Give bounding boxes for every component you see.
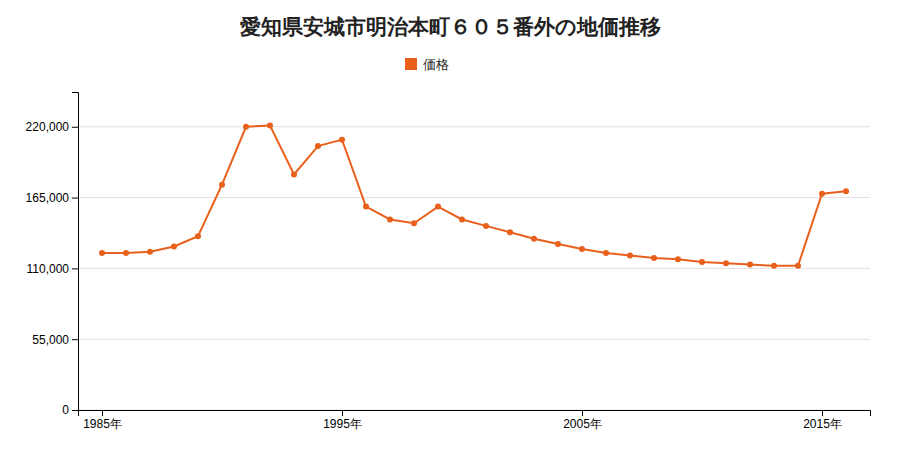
- point: [507, 229, 513, 235]
- point: [315, 143, 321, 149]
- x-tick-mark: [102, 410, 103, 416]
- point: [747, 262, 753, 268]
- grid: [78, 127, 870, 410]
- title: 愛知県安城市明治本町６０５番外の地価推移: [240, 15, 661, 39]
- y-tick-mark: [72, 198, 78, 199]
- point: [267, 122, 273, 128]
- y-tick-mark: [72, 339, 78, 340]
- x-tick-label: 2005年: [563, 417, 602, 431]
- point: [651, 255, 657, 261]
- point: [147, 249, 153, 255]
- line: [102, 125, 846, 265]
- point: [171, 243, 177, 249]
- grid-line: [78, 268, 870, 269]
- y-tick-label: 165,000: [26, 191, 70, 205]
- x-tick-mark: [342, 410, 343, 416]
- point: [195, 233, 201, 239]
- point: [291, 171, 297, 177]
- y-tick: 220,000: [26, 120, 78, 134]
- point: [531, 236, 537, 242]
- y-tick-label: 110,000: [27, 262, 70, 276]
- x-tick-mark: [822, 410, 823, 416]
- y-tick: 55,000: [32, 333, 78, 347]
- x-tick-label: 2015年: [803, 417, 842, 431]
- y-tick-mark: [72, 268, 78, 269]
- point: [459, 216, 465, 222]
- point: [387, 216, 393, 222]
- x-tick: 1985年: [83, 410, 122, 431]
- point: [579, 246, 585, 252]
- x-tick-label: 1995年: [323, 417, 362, 431]
- y-axis: 0 55,000 110,000 165,000 220,000: [26, 93, 79, 418]
- x-tick: 2015年: [803, 410, 842, 431]
- point: [411, 220, 417, 226]
- point: [483, 223, 489, 229]
- x-axis-line: [79, 411, 871, 417]
- point: [723, 260, 729, 266]
- chart: 愛知県安城市明治本町６０５番外の地価推移 1985年 1995年 2005年 2015年…: [0, 0, 900, 450]
- y-tick: 110,000: [27, 262, 79, 276]
- plot: 1985年 1995年 2005年 2015年 0 55,000 110,000 165,00…: [26, 93, 871, 431]
- y-axis-line: [72, 93, 79, 411]
- legend-label: 価格: [423, 57, 449, 72]
- y-tick-mark: [72, 410, 78, 411]
- point: [243, 124, 249, 130]
- y-tick: 0: [62, 403, 78, 417]
- point: [363, 204, 369, 210]
- legend-swatch: [405, 58, 417, 70]
- x-tick-mark: [582, 410, 583, 416]
- y-tick-label: 0: [62, 403, 69, 417]
- grid-line: [78, 339, 870, 340]
- grid-line: [78, 197, 870, 198]
- marks: [99, 122, 849, 268]
- x-axis: 1985年 1995年 2005年 2015年: [79, 410, 871, 431]
- point: [435, 204, 441, 210]
- grid-line: [78, 126, 870, 127]
- legend: 価格: [405, 57, 449, 72]
- point: [819, 191, 825, 197]
- legend-item: 価格: [405, 57, 449, 72]
- y-tick-label: 220,000: [26, 120, 70, 134]
- y-tick-mark: [72, 127, 78, 128]
- point: [795, 263, 801, 269]
- point: [123, 250, 129, 256]
- x-tick-label: 1985年: [83, 417, 122, 431]
- point: [555, 241, 561, 247]
- point: [699, 259, 705, 265]
- point: [675, 256, 681, 262]
- point: [627, 253, 633, 259]
- point: [339, 137, 345, 143]
- y-tick: 165,000: [26, 191, 78, 205]
- point: [99, 250, 105, 256]
- y-tick-label: 55,000: [32, 333, 69, 347]
- point: [771, 263, 777, 269]
- point: [843, 188, 849, 194]
- x-tick: 1995年: [323, 410, 362, 431]
- x-tick: 2005年: [563, 410, 602, 431]
- point: [219, 182, 225, 188]
- point: [603, 250, 609, 256]
